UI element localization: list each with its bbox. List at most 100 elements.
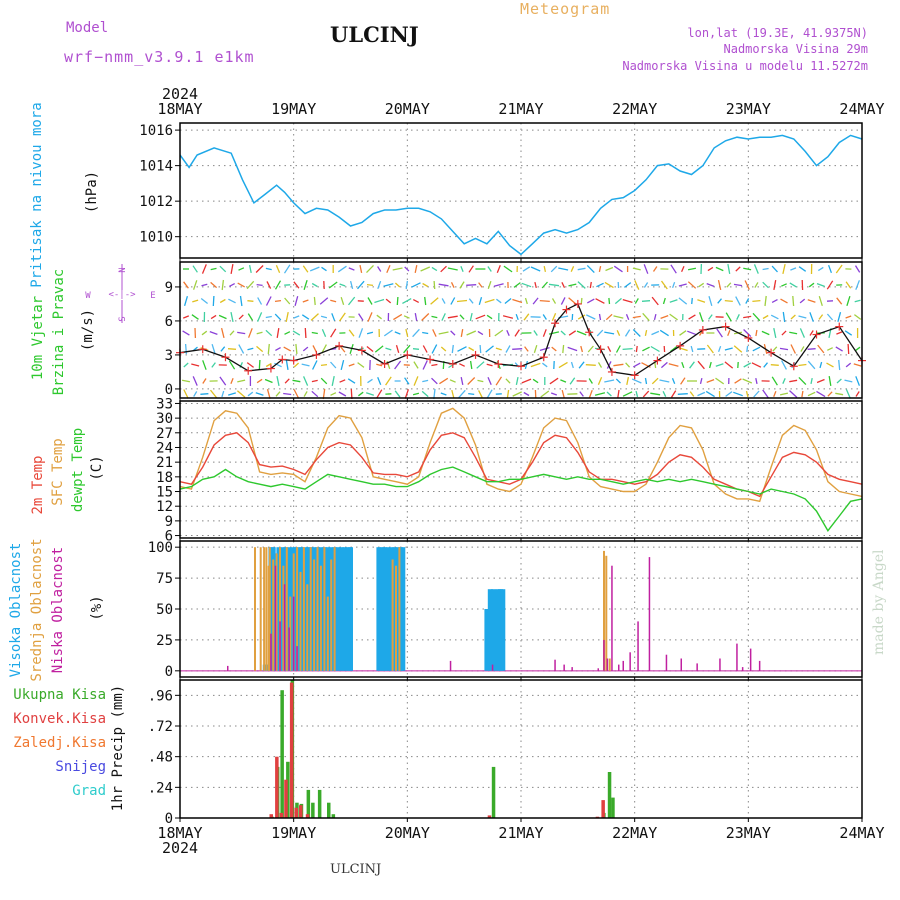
dewpoint-line [179,466,863,532]
wind-vector [450,297,456,305]
low-cloud-bar [296,646,298,671]
low-cloud-bar [571,667,573,671]
wind-vector [613,363,624,367]
wind-vector [385,376,392,386]
wind-vector [211,344,216,354]
low-cloud-bar [606,658,609,671]
low-cloud-bar [279,621,281,671]
wind-vector [698,282,705,288]
wind-vector [782,263,786,275]
wind-vector [634,298,639,304]
panel-frame [179,540,863,678]
wind-vector [256,378,263,384]
wind-vector [635,345,638,353]
y-tick-label: 33 [156,396,173,412]
low-cloud-bar [611,565,613,671]
wind-vector [524,346,529,352]
wind-vector [456,299,468,303]
wind-vector [792,295,795,307]
wind-vector [548,331,560,335]
wind-vector [275,265,281,273]
wind-vector [816,390,826,398]
high-cloud-bar [293,547,299,671]
wind-vector [604,379,615,383]
ylabel-wind-unit: (m/s) [80,309,96,351]
wind-vector [320,377,328,385]
wind-vector [626,376,630,386]
wind-vector [855,391,860,397]
low-cloud-bar [618,664,620,671]
wind-vector [283,392,292,396]
ylabel-pressure-unit: (hPa) [84,171,100,213]
total-precip-bar [607,772,612,818]
mid-cloud-bar [302,547,305,671]
mid-cloud-bar [330,559,333,671]
wind-vector [743,362,752,368]
wind-vector [650,392,661,396]
wind-vector [484,298,495,304]
wind-vector [348,363,355,367]
wind-vector [632,315,641,319]
total-precip-bar [491,766,496,818]
wind-vector [311,331,318,335]
wind-vector [753,264,759,274]
wind-vector [651,296,659,306]
wind-vector [651,377,659,385]
wind-vector [837,312,842,322]
wind-vector [681,361,685,369]
mid-cloud-bar [275,553,278,671]
wind-vector [396,296,399,306]
low-cloud-bar [597,668,599,671]
wind-vector [478,297,483,305]
wind-vector [854,346,861,352]
wind-vector [321,329,327,337]
wind-vector [431,344,438,354]
wind-vector [413,361,419,369]
ylabel-sfc-temp: SFC Temp [50,438,66,505]
compass-north: N [118,267,128,272]
wind-vector [642,312,650,322]
y-tick-label: 9 [165,280,173,296]
wind-vector [503,265,513,273]
wind-vector [358,313,364,321]
wind-vector [577,267,586,271]
wind-vector [292,379,301,383]
wind-vector [669,313,678,321]
wind-vector [202,360,207,370]
wind-vector [653,313,657,321]
y-tick-label: 1014 [139,159,173,175]
wind-vector [412,392,420,396]
wind-vector [411,282,421,288]
wind-vector [348,267,355,271]
wind-vector [551,313,557,321]
temp-sfc-line [179,407,863,503]
wind-vector [201,283,208,287]
high-cloud-bar [302,547,308,671]
wind-vector [460,376,464,386]
wind-vector [761,330,770,336]
wind-vector [467,377,476,385]
wind-vector [358,391,364,397]
wind-vector [505,378,511,384]
mid-cloud-bar [391,559,394,671]
wind-vector [705,390,715,398]
wind-vector [330,328,337,338]
footer-station: ULCINJ [330,862,382,877]
y-tick-label: 15 [156,485,173,501]
wind-vector [530,266,541,272]
wind-vector [487,377,492,385]
wind-vector [237,379,246,383]
wind-vector [247,391,254,397]
wind-vector [377,280,382,290]
wind-vector [643,264,649,274]
wind-vector [383,329,393,337]
x-tick-label-bottom: 20MAY [385,824,430,842]
wind-vector [447,315,458,319]
low-cloud-bar [227,665,229,671]
wind-vector [431,266,438,272]
wind-vector [459,281,465,289]
mid-cloud-bar [323,547,326,671]
wind-vector [789,331,798,335]
low-cloud-bar [680,658,682,671]
wind-vector [733,283,743,287]
